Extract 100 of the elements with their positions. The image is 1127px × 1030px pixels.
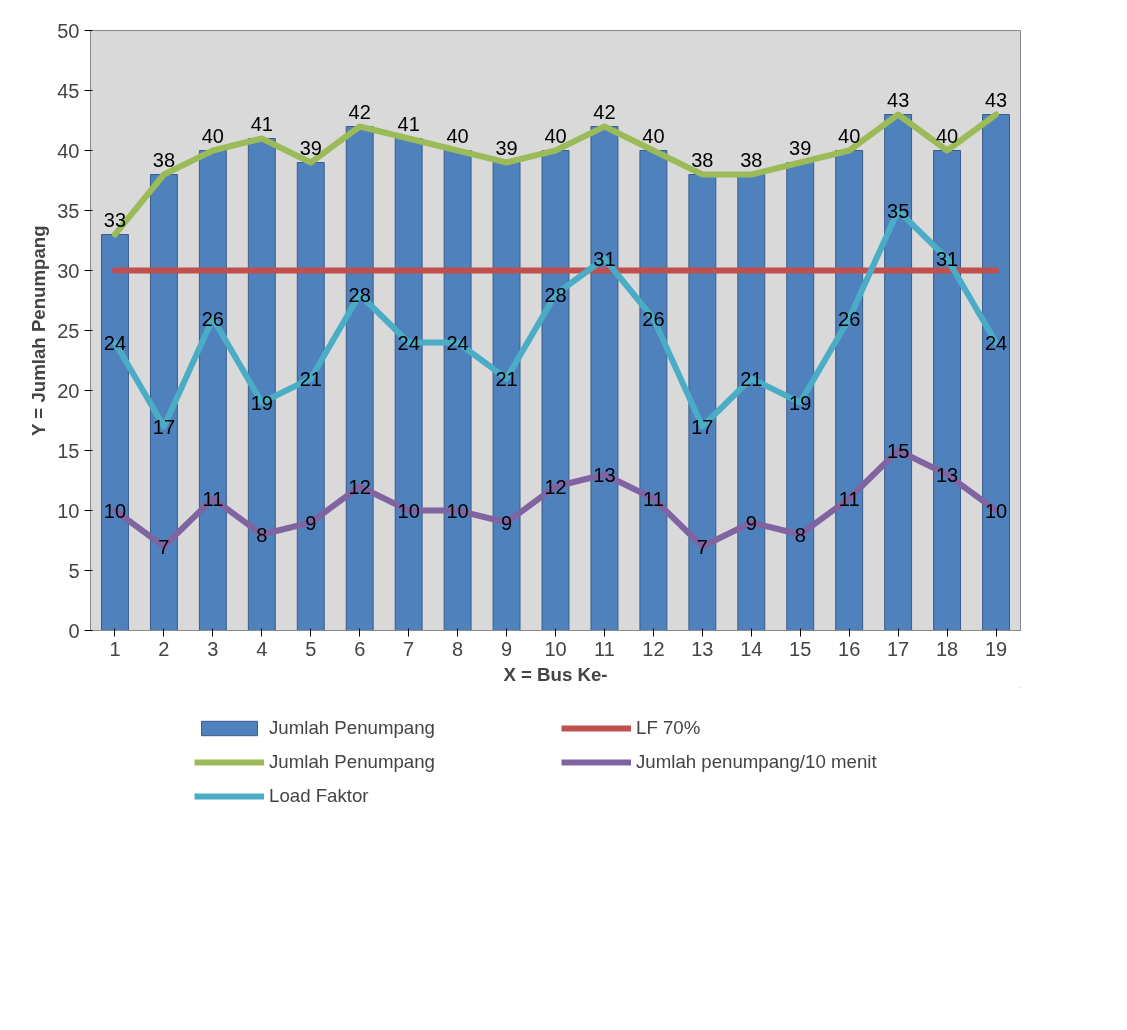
data-label: 24 — [446, 331, 469, 354]
data-label: 31 — [593, 247, 616, 270]
x-tick-label: 17 — [887, 637, 910, 660]
data-label: 10 — [103, 499, 127, 522]
data-label: 33 — [103, 208, 127, 231]
x-tick-label: 15 — [789, 637, 812, 660]
data-label: 8 — [256, 523, 268, 546]
x-tick-label: 11 — [594, 637, 615, 660]
data-label: 13 — [935, 463, 959, 486]
data-label: 12 — [348, 475, 371, 498]
data-label: 41 — [250, 112, 273, 135]
x-tick-label: 12 — [642, 637, 665, 660]
bar — [247, 138, 276, 631]
data-label: 11 — [643, 487, 664, 510]
y-tick-label: 50 — [57, 19, 80, 42]
data-label: 21 — [740, 367, 763, 390]
y-tick-label: 35 — [57, 199, 80, 222]
x-tick-label: 5 — [305, 637, 317, 660]
y-tick-label: 0 — [68, 619, 80, 642]
data-label: 17 — [152, 415, 176, 438]
data-label: 11 — [838, 487, 860, 510]
x-tick-label: 3 — [207, 637, 219, 660]
data-label: 28 — [348, 283, 371, 306]
data-label: 10 — [397, 499, 420, 522]
y-tick-label: 30 — [57, 259, 80, 282]
bar — [443, 150, 472, 631]
y-tick-label: 5 — [68, 559, 80, 582]
data-label: 12 — [544, 475, 567, 498]
bar — [737, 174, 766, 631]
data-label: 9 — [305, 511, 317, 534]
data-label: 24 — [397, 331, 420, 354]
data-label: 42 — [348, 100, 371, 123]
bar — [492, 162, 521, 631]
data-label: 7 — [696, 535, 708, 558]
data-label: 40 — [642, 124, 665, 147]
data-label: 13 — [593, 463, 616, 486]
legend-label: Jumlah penumpang/10 menit — [636, 751, 878, 773]
data-label: 11 — [202, 487, 224, 510]
x-tick-label: 16 — [838, 637, 861, 660]
x-tick-label: 2 — [158, 637, 170, 660]
legend-label: Jumlah Penumpang — [269, 751, 436, 773]
x-tick-label: 10 — [544, 637, 567, 660]
y-axis-title: Y = Jumlah Penumpang — [28, 225, 50, 436]
y-tick-label: 10 — [57, 499, 80, 522]
bar — [933, 150, 962, 631]
data-label: 15 — [887, 439, 910, 462]
data-label: 26 — [201, 307, 224, 330]
data-label: 21 — [495, 367, 518, 390]
data-label: 7 — [158, 535, 170, 558]
data-label: 40 — [838, 124, 861, 147]
legend-label: Load Faktor — [269, 785, 370, 807]
data-label: 40 — [446, 124, 469, 147]
bar — [101, 234, 129, 631]
data-label: 31 — [935, 247, 959, 270]
bar — [541, 150, 570, 631]
y-tick-label: 20 — [57, 379, 80, 402]
x-tick-label: 14 — [740, 637, 763, 660]
data-label: 39 — [299, 136, 322, 159]
data-label: 38 — [740, 148, 763, 171]
x-tick-label: 7 — [403, 637, 415, 660]
bar — [590, 126, 619, 631]
x-tick-label: 1 — [109, 637, 121, 660]
legend-label: LF 70% — [636, 717, 702, 739]
bar — [639, 150, 668, 631]
data-label: 26 — [838, 307, 861, 330]
data-label: 41 — [397, 112, 420, 135]
data-label: 43 — [984, 88, 1008, 111]
data-label: 19 — [250, 391, 273, 414]
data-label: 9 — [745, 511, 757, 534]
data-label: 35 — [887, 199, 910, 222]
data-label: 17 — [691, 415, 714, 438]
data-label: 38 — [152, 148, 176, 171]
y-tick-label: 15 — [57, 439, 80, 462]
bar — [149, 174, 178, 631]
data-label: 21 — [299, 367, 322, 390]
data-label: 19 — [789, 391, 812, 414]
x-tick-label: 8 — [452, 637, 464, 660]
data-label: 39 — [789, 136, 812, 159]
data-label: 8 — [794, 523, 806, 546]
data-label: 9 — [500, 511, 513, 534]
x-axis-title: X = Bus Ke- — [503, 663, 608, 685]
x-tick-label: 4 — [256, 637, 268, 660]
data-label: 40 — [201, 124, 224, 147]
data-label: 39 — [495, 136, 518, 159]
legend-label: Jumlah Penumpang — [269, 717, 436, 739]
x-tick-label: 6 — [354, 637, 366, 660]
bar — [688, 174, 717, 631]
data-label: 10 — [446, 499, 469, 522]
data-label: 24 — [103, 331, 127, 354]
bar — [394, 138, 423, 631]
data-label: 28 — [544, 283, 567, 306]
x-tick-label: 19 — [984, 637, 1008, 660]
x-tick-label: 18 — [935, 637, 959, 660]
bar — [345, 126, 374, 631]
bar — [198, 150, 227, 631]
bar — [786, 162, 815, 631]
x-tick-label: 13 — [691, 637, 714, 660]
y-tick-label: 40 — [57, 139, 80, 162]
bar — [835, 150, 864, 631]
data-label: 40 — [935, 124, 959, 147]
